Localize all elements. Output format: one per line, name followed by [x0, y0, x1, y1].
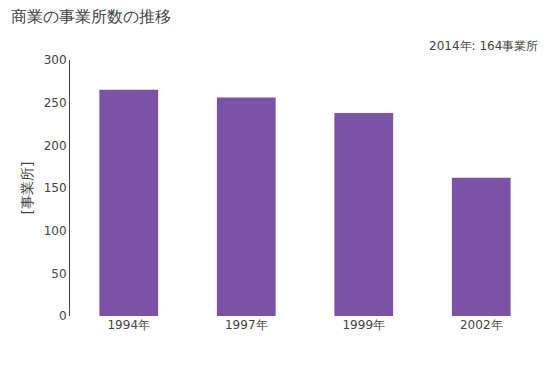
svg-text:300: 300: [44, 53, 67, 67]
svg-text:200: 200: [44, 139, 67, 153]
svg-text:1994年: 1994年: [107, 318, 150, 332]
svg-text:2014年: 164事業所: 2014年: 164事業所: [429, 39, 538, 53]
svg-text:1999年: 1999年: [342, 318, 385, 332]
svg-text:150: 150: [44, 181, 67, 195]
svg-text:商業の事業所数の推移: 商業の事業所数の推移: [11, 7, 171, 26]
svg-text:2002年: 2002年: [460, 318, 503, 332]
svg-text:0: 0: [59, 309, 67, 323]
svg-text:[事業所]: [事業所]: [19, 162, 35, 215]
svg-text:1997年: 1997年: [225, 318, 268, 332]
svg-text:100: 100: [44, 224, 67, 238]
svg-text:250: 250: [44, 96, 67, 110]
svg-text:50: 50: [51, 267, 66, 281]
